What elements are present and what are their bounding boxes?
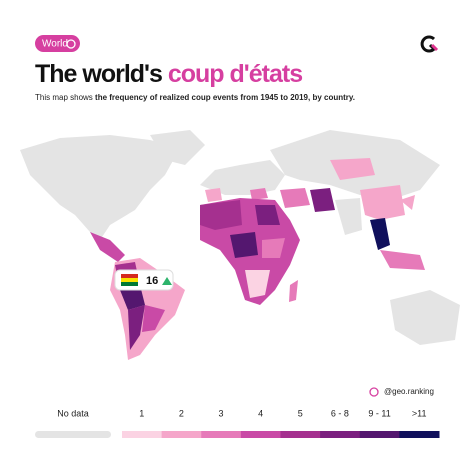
legend: No data 1 2 3 4 5 6 - 8 9 - 11 >11 (35, 408, 440, 438)
legend-swatch (35, 431, 111, 438)
legend-swatch (122, 431, 163, 438)
legend-swatch (320, 431, 361, 438)
callout-value: 16 (146, 275, 158, 287)
globe-icon (66, 39, 76, 49)
legend-label: No data (57, 408, 89, 418)
legend-swatch (201, 431, 242, 438)
legend-swatch (359, 431, 400, 438)
subtitle-plain: This map shows (35, 93, 95, 102)
flag-stripe (121, 278, 138, 282)
legend-label: 6 - 8 (331, 408, 349, 418)
title-accent: coup d'états (168, 60, 302, 88)
up-arrow (162, 277, 172, 285)
subtitle: This map shows the frequency of realized… (35, 93, 355, 102)
legend-swatch (399, 431, 440, 438)
instagram-icon (369, 387, 379, 397)
legend-swatch (161, 431, 202, 438)
callout: 16 (114, 269, 174, 291)
legend-label: 3 (219, 408, 224, 418)
credit: @geo.ranking (384, 387, 434, 396)
badge-text: World (42, 39, 68, 50)
world-map (20, 130, 460, 360)
flag-stripe (121, 274, 138, 278)
title-plain: The world's (35, 60, 162, 88)
title: The world's coup d'états (35, 60, 302, 88)
legend-swatch (280, 431, 321, 438)
legend-swatch (240, 431, 281, 438)
legend-label: 2 (179, 408, 184, 418)
legend-label: 5 (298, 408, 303, 418)
legend-label: 9 - 11 (368, 408, 390, 418)
flag-stripe (121, 282, 138, 286)
subtitle-bold: the frequency of realized coup events fr… (95, 93, 355, 102)
logo (420, 35, 439, 53)
legend-label: 1 (139, 408, 144, 418)
legend-label: 4 (258, 408, 263, 418)
legend-label: >11 (412, 408, 427, 418)
